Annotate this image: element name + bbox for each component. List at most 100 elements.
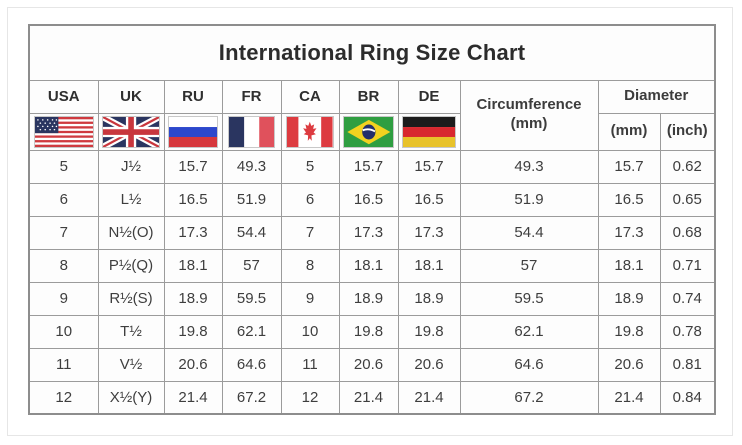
flag-cell-br [338, 112, 399, 151]
table-cell: 17.3 [338, 215, 399, 250]
table-cell: 5 [28, 149, 99, 184]
table-cell: P½(Q) [97, 248, 165, 283]
table-cell: L½ [97, 182, 165, 217]
table-cell: 21.4 [163, 380, 223, 415]
table-cell: 18.1 [163, 248, 223, 283]
table-cell: 15.7 [338, 149, 399, 184]
table-cell: 59.5 [459, 281, 599, 316]
table-cell: 19.8 [338, 314, 399, 349]
table-cell: 15.7 [397, 149, 461, 184]
ring-size-rows: 5 J½ 15.7 49.3 5 15.7 15.7 49.3 15.7 0.62 6 L½ 16.5 5… [28, 149, 716, 415]
table-cell: 21.4 [597, 380, 661, 415]
table-cell: 67.2 [221, 380, 282, 415]
table-cell: 12 [280, 380, 340, 415]
table-row: 7 N½(O) 17.3 54.4 7 17.3 17.3 54.4 17.3 0.68 [28, 215, 716, 250]
table-cell: 19.8 [397, 314, 461, 349]
table-cell: 54.4 [459, 215, 599, 250]
flag-cell-fr [221, 112, 282, 151]
page-title: International Ring Size Chart [28, 24, 716, 81]
table-cell: T½ [97, 314, 165, 349]
table-cell: 20.6 [163, 347, 223, 382]
photo-frame [7, 7, 733, 436]
table-cell: 16.5 [163, 182, 223, 217]
table-cell: 15.7 [163, 149, 223, 184]
flag-row: (mm) (inch) [28, 112, 716, 151]
title-row: International Ring Size Chart [28, 24, 716, 81]
table-cell: 17.3 [597, 215, 661, 250]
table-cell: 16.5 [397, 182, 461, 217]
column-header-row: USA UK RU FR CA BR DE Circumference (mm)… [28, 79, 716, 151]
column-header-br: BR [338, 79, 399, 114]
flag-cell-ca [280, 112, 340, 151]
france-flag-icon [227, 115, 276, 148]
table-cell: 18.1 [597, 248, 661, 283]
table-row: 10 T½ 19.8 62.1 10 19.8 19.8 62.1 19.8 0.78 [28, 314, 716, 349]
column-header-ca: CA [280, 79, 340, 114]
table-cell: 6 [28, 182, 99, 217]
table-cell: 11 [280, 347, 340, 382]
table-cell: 49.3 [459, 149, 599, 184]
table-cell: 11 [28, 347, 99, 382]
russia-flag-icon [167, 115, 219, 148]
table-cell: 6 [280, 182, 340, 217]
table-cell: 0.78 [659, 314, 716, 349]
table-cell: 9 [28, 281, 99, 316]
table-cell: 8 [280, 248, 340, 283]
ring-size-table: International Ring Size Chart USA UK RU … [28, 24, 717, 415]
table-cell: 0.65 [659, 182, 716, 217]
column-header-fr: FR [221, 79, 282, 114]
circumference-unit: (mm) [510, 115, 548, 132]
column-header-de: DE [397, 79, 461, 114]
table-cell: 10 [280, 314, 340, 349]
flag-cell-de [397, 112, 461, 151]
table-cell: 51.9 [459, 182, 599, 217]
table-cell: J½ [97, 149, 165, 184]
table-cell: 20.6 [597, 347, 661, 382]
table-cell: 9 [280, 281, 340, 316]
table-cell: 18.9 [597, 281, 661, 316]
table-row: 8 P½(Q) 18.1 57 8 18.1 18.1 57 18.1 0.71 [28, 248, 716, 283]
column-header-uk: UK [97, 79, 165, 114]
column-header-circumference: Circumference (mm) [459, 79, 599, 151]
table-cell: 0.62 [659, 149, 716, 184]
table-cell: 64.6 [459, 347, 599, 382]
table-cell: 16.5 [338, 182, 399, 217]
table-cell: 10 [28, 314, 99, 349]
table-cell: 8 [28, 248, 99, 283]
column-header-ru: RU [163, 79, 223, 114]
table-cell: 18.9 [397, 281, 461, 316]
table-row: 6 L½ 16.5 51.9 6 16.5 16.5 51.9 16.5 0.65 [28, 182, 716, 217]
table-cell: 5 [280, 149, 340, 184]
table-cell: 0.84 [659, 380, 716, 415]
table-cell: R½(S) [97, 281, 165, 316]
table-row: 11 V½ 20.6 64.6 11 20.6 20.6 64.6 20.6 0.81 [28, 347, 716, 382]
table-cell: 51.9 [221, 182, 282, 217]
table-cell: 57 [221, 248, 282, 283]
table-cell: 7 [28, 215, 99, 250]
table-cell: 18.9 [338, 281, 399, 316]
uk-flag-icon [101, 115, 161, 148]
table-cell: 0.81 [659, 347, 716, 382]
table-cell: 59.5 [221, 281, 282, 316]
table-cell: N½(O) [97, 215, 165, 250]
brazil-flag-icon [342, 115, 395, 148]
table-cell: 62.1 [459, 314, 599, 349]
diameter-unit-inch: (inch) [659, 112, 716, 151]
flag-cell-uk [97, 112, 165, 151]
table-cell: 21.4 [338, 380, 399, 415]
table-cell: 16.5 [597, 182, 661, 217]
table-cell: X½(Y) [97, 380, 165, 415]
table-row: 12 X½(Y) 21.4 67.2 12 21.4 21.4 67.2 21.4 0.84 [28, 380, 716, 415]
circumference-label: Circumference [476, 96, 582, 114]
column-header-diameter: Diameter [597, 79, 716, 114]
table-cell: 18.1 [338, 248, 399, 283]
table-cell: 19.8 [597, 314, 661, 349]
table-cell: 18.1 [397, 248, 461, 283]
table-cell: 64.6 [221, 347, 282, 382]
table-cell: 57 [459, 248, 599, 283]
table-cell: 17.3 [163, 215, 223, 250]
table-cell: 49.3 [221, 149, 282, 184]
table-row: 9 R½(S) 18.9 59.5 9 18.9 18.9 59.5 18.9 0.74 [28, 281, 716, 316]
table-cell: 12 [28, 380, 99, 415]
